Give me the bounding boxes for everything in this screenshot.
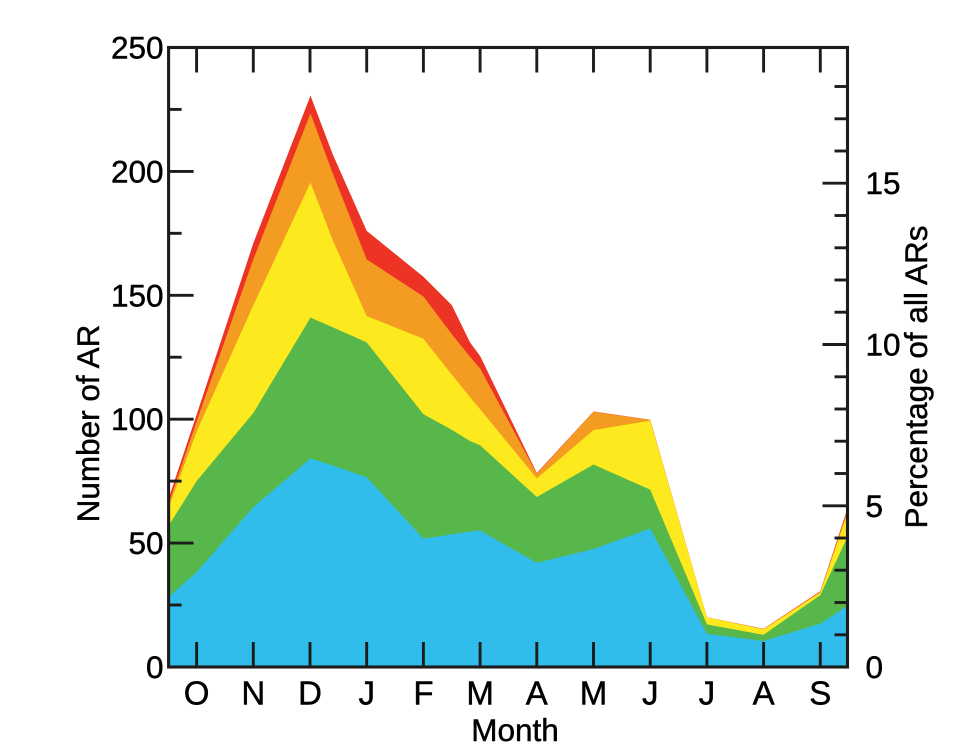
svg-text:5: 5 xyxy=(866,488,884,524)
svg-text:0: 0 xyxy=(146,649,164,685)
svg-text:D: D xyxy=(298,675,322,712)
svg-text:A: A xyxy=(753,675,775,712)
svg-text:0: 0 xyxy=(866,649,884,685)
svg-text:Percentage of all ARs: Percentage of all ARs xyxy=(898,226,934,529)
svg-text:F: F xyxy=(413,675,433,712)
svg-text:Number of AR: Number of AR xyxy=(70,325,106,523)
svg-text:A: A xyxy=(526,675,548,712)
svg-text:50: 50 xyxy=(128,525,163,561)
svg-text:Month: Month xyxy=(471,712,559,744)
svg-text:15: 15 xyxy=(866,165,901,201)
svg-text:M: M xyxy=(466,675,494,712)
svg-text:150: 150 xyxy=(111,277,164,313)
svg-text:100: 100 xyxy=(111,401,164,437)
svg-text:N: N xyxy=(241,675,265,712)
svg-text:200: 200 xyxy=(111,153,164,189)
svg-text:O: O xyxy=(184,675,210,712)
svg-text:J: J xyxy=(358,675,375,712)
svg-text:J: J xyxy=(699,675,716,712)
svg-text:10: 10 xyxy=(866,327,901,363)
svg-text:M: M xyxy=(580,675,608,712)
svg-text:S: S xyxy=(809,675,831,712)
svg-text:250: 250 xyxy=(111,30,164,66)
svg-text:J: J xyxy=(642,675,659,712)
